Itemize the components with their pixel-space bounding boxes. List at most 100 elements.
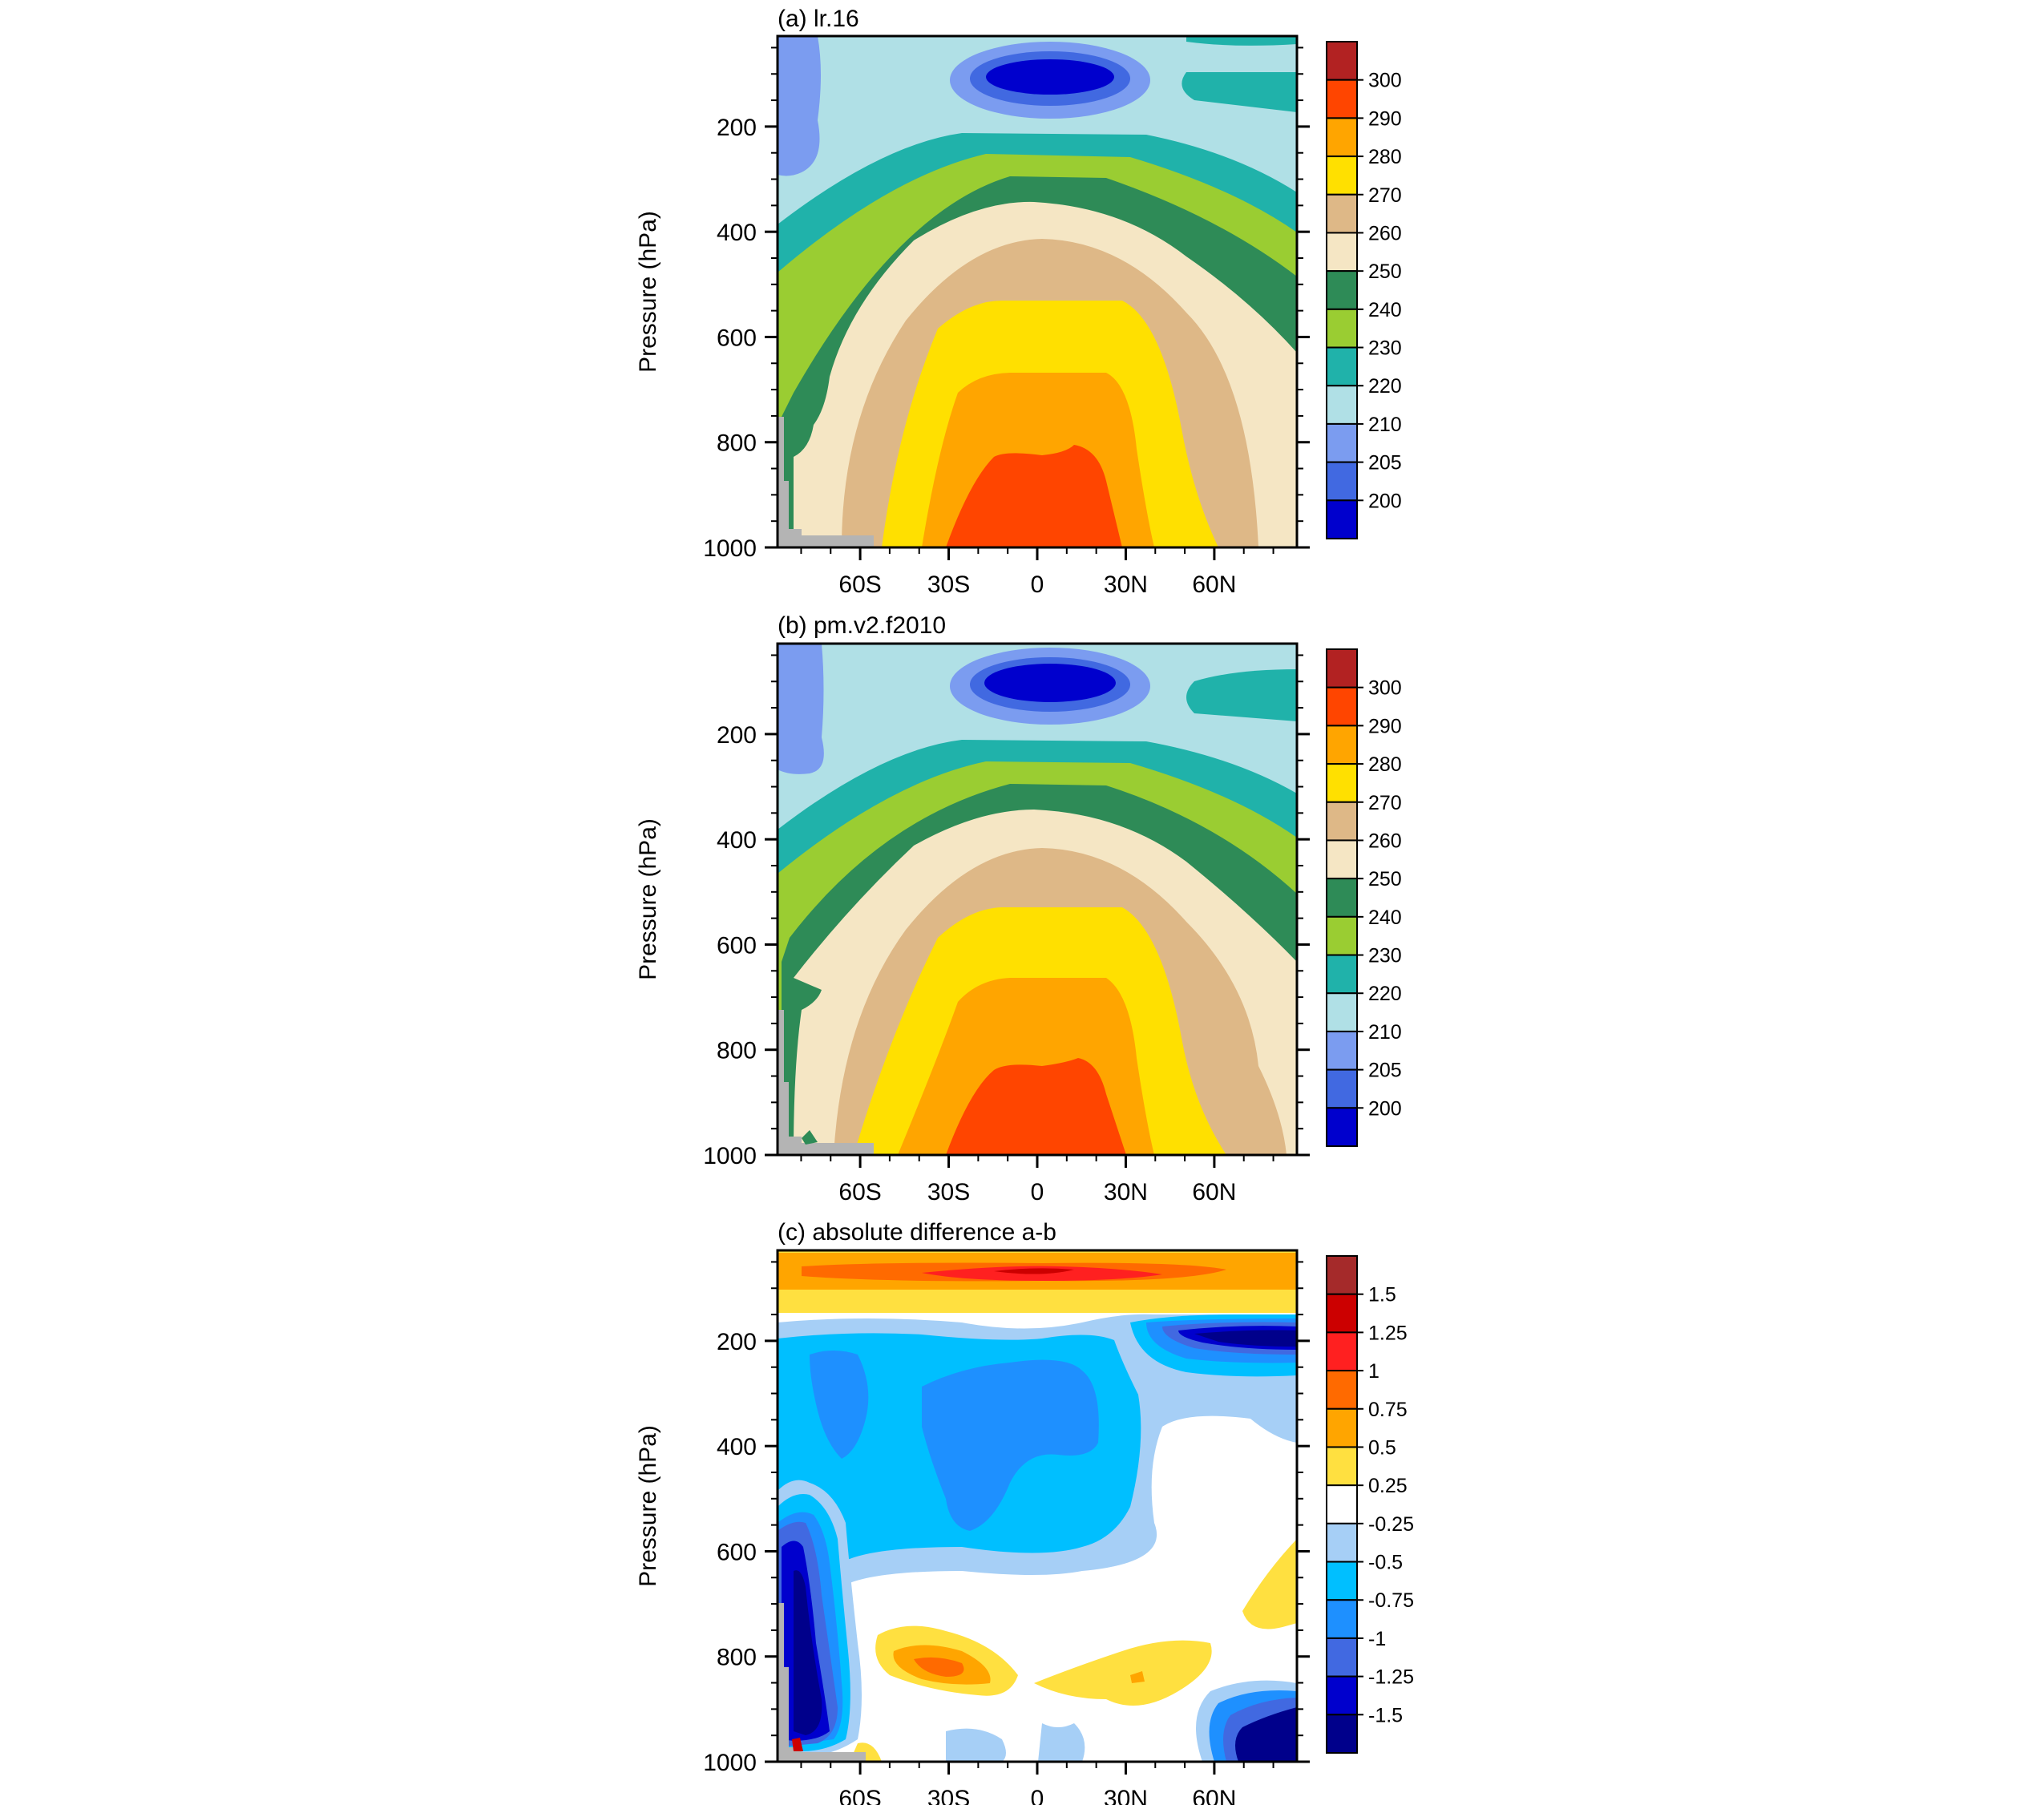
panel-b-colorbar-label-8: 220	[1368, 983, 1402, 1005]
panel-a-colorbar-box-7	[1326, 308, 1358, 349]
panel-a-colorbar-box-6	[1326, 270, 1358, 310]
panel-c-topo	[778, 1603, 866, 1762]
panel-a-colorbar-label-6: 240	[1368, 299, 1402, 321]
panel-a-title: (a) lr.16	[778, 6, 859, 32]
panel-b-colorbar-box-9	[1326, 992, 1358, 1032]
panel-c-colorbar-box-5	[1326, 1446, 1358, 1487]
panel-c: (c) absolute difference a-b	[635, 1219, 1414, 1805]
panel-a-ytick-label-3: 800	[717, 430, 757, 457]
panel-b-colorbar-label-2: 280	[1368, 753, 1402, 776]
panel-c-colorbar-label-1: 1.25	[1368, 1322, 1408, 1344]
panel-c-ytick-label-0: 200	[717, 1329, 757, 1355]
panel-b-colorbar-label-10: 205	[1368, 1060, 1402, 1082]
panel-b-fill-200	[984, 664, 1116, 702]
panel-c-colorbar-box-9	[1326, 1599, 1358, 1639]
panel-c-contours	[778, 1250, 1297, 1762]
panel-c-colorbar-box-3	[1326, 1370, 1358, 1410]
panel-c-colorbar-box-12	[1326, 1714, 1358, 1754]
panel-b-colorbar-label-4: 260	[1368, 830, 1402, 852]
panel-a-colorbar-box-1	[1326, 79, 1358, 119]
panel-b-colorbar-box-6	[1326, 878, 1358, 918]
panel-c-xtick-label-1: 30S	[927, 1786, 970, 1805]
panel-b-colorbar-label-11: 200	[1368, 1097, 1402, 1120]
panel-c-fill-0.5-small	[1130, 1671, 1145, 1683]
panel-b-title: (b) pm.v2.f2010	[778, 612, 946, 639]
panel-b-colorbar-box-10	[1326, 1030, 1358, 1071]
panel-c-colorbar-box-2	[1326, 1331, 1358, 1372]
panel-a-colorbar-box-0	[1326, 41, 1358, 81]
panel-c-fill-neg1.5-nhlow	[1235, 1707, 1297, 1762]
panel-a-topo	[778, 417, 874, 547]
panel-c-fill-1.25-corner	[792, 1738, 803, 1751]
panel-a-xtick-label-3: 30N	[1104, 571, 1148, 598]
panel-c-fill-0.25-nhmid	[1034, 1640, 1212, 1706]
panel-a-fill-220-nh-top	[1186, 36, 1297, 46]
panel-a-ytick-label-1: 400	[717, 220, 757, 246]
panel-b-fill-290	[946, 1058, 1126, 1155]
panel-c-xtick-label-3: 30N	[1104, 1786, 1148, 1805]
panel-c-colorbar-label-8: -0.75	[1368, 1589, 1414, 1612]
panel-c-colorbar-label-10: -1.25	[1368, 1666, 1414, 1689]
panel-c-xtick-label-0: 60S	[838, 1786, 881, 1805]
panel-a-colorbar-box-8	[1326, 346, 1358, 387]
panel-b-ylabel: Pressure (hPa)	[635, 818, 661, 980]
panel-b-xtick-label-1: 30S	[927, 1179, 970, 1205]
panel-c-fill-neg0.75-mid	[922, 1359, 1099, 1531]
panel-a-colorbar-label-2: 280	[1368, 146, 1402, 168]
panel-c-colorbar: 1.5 1.25 1 0.75 0.5 0.25 -0.25 -0.5 -0.75 -1 -1.25…	[1326, 1255, 1414, 1754]
panel-b-xtick-label-0: 60S	[838, 1179, 881, 1205]
panel-c-ytick-label-2: 600	[717, 1539, 757, 1565]
panel-c-colorbar-box-6	[1326, 1484, 1358, 1524]
panel-b: (b) pm.v2.f2010 200 400 600 800 1000 60S 30S 0…	[635, 612, 1402, 1205]
panel-c-fill-0.25-nh-edge	[1242, 1539, 1297, 1629]
panel-b-y-ticks: 200 400 600 800 1000	[703, 654, 1310, 1169]
panel-a-fill-220-nh	[1182, 72, 1297, 112]
panel-c-colorbar-box-10	[1326, 1637, 1358, 1678]
panel-b-topo	[778, 1010, 874, 1155]
panel-c-colorbar-label-7: -0.5	[1368, 1552, 1403, 1574]
panel-a-colorbar-box-2	[1326, 117, 1358, 158]
panel-b-colorbar-box-5	[1326, 839, 1358, 880]
panel-a-xtick-label-0: 60S	[838, 571, 881, 598]
panel-b-ytick-label-4: 1000	[703, 1143, 757, 1169]
panel-a-colorbar-box-10	[1326, 422, 1358, 463]
panel-a-x-ticks: 60S 30S 0 30N 60N	[800, 547, 1274, 598]
panel-a-colorbar-label-7: 230	[1368, 337, 1402, 360]
panel-a: (a) lr.16 200 400 600 800 1000 60S 30S 0 30N 60N…	[635, 6, 1402, 598]
panel-c-x-ticks: 60S 30S 0 30N 60N	[800, 1762, 1274, 1805]
panel-a-colorbar-label-5: 250	[1368, 260, 1402, 283]
panel-b-colorbar-box-7	[1326, 915, 1358, 956]
panel-a-ylabel: Pressure (hPa)	[635, 211, 661, 373]
panel-c-colorbar-label-4: 0.5	[1368, 1436, 1396, 1459]
panel-a-fill-290	[946, 445, 1122, 547]
panel-a-xtick-label-4: 60N	[1192, 571, 1236, 598]
panel-a-colorbar-box-4	[1326, 193, 1358, 234]
panel-a-colorbar-label-3: 270	[1368, 184, 1402, 207]
panel-a-colorbar-label-1: 290	[1368, 107, 1402, 130]
panel-a-y-ticks: 200 400 600 800 1000	[703, 46, 1310, 562]
panel-c-colorbar-label-9: -1	[1368, 1628, 1386, 1650]
panel-b-fill-240-sliver	[802, 1130, 818, 1145]
panel-b-x-ticks: 60S 30S 0 30N 60N	[800, 1155, 1274, 1205]
panel-b-xtick-label-3: 30N	[1104, 1179, 1148, 1205]
panel-b-colorbar-box-1	[1326, 686, 1358, 727]
panel-b-xtick-label-4: 60N	[1192, 1179, 1236, 1205]
panel-a-xtick-label-1: 30S	[927, 571, 970, 598]
panel-a-colorbar: 300 290 280 270 260 250 240 230 220 210 205 200	[1326, 41, 1402, 539]
panel-b-ytick-label-0: 200	[717, 722, 757, 749]
panel-a-xtick-label-2: 0	[1031, 571, 1044, 598]
panel-c-colorbar-label-11: -1.5	[1368, 1704, 1403, 1726]
panel-c-y-ticks: 200 400 600 800 1000	[703, 1261, 1310, 1776]
panel-a-colorbar-box-9	[1326, 385, 1358, 425]
panel-b-contours	[778, 644, 1297, 1155]
panel-b-colorbar-box-11	[1326, 1068, 1358, 1109]
panel-b-colorbar-label-5: 250	[1368, 868, 1402, 890]
panel-a-colorbar-box-5	[1326, 232, 1358, 273]
panel-b-ytick-label-1: 400	[717, 827, 757, 854]
panel-b-fill-220-nh	[1186, 669, 1297, 721]
panel-a-contours	[778, 36, 1297, 547]
panel-b-colorbar-label-0: 300	[1368, 677, 1402, 700]
panel-b-ytick-label-2: 600	[717, 932, 757, 959]
panel-b-colorbar-box-0	[1326, 648, 1358, 688]
